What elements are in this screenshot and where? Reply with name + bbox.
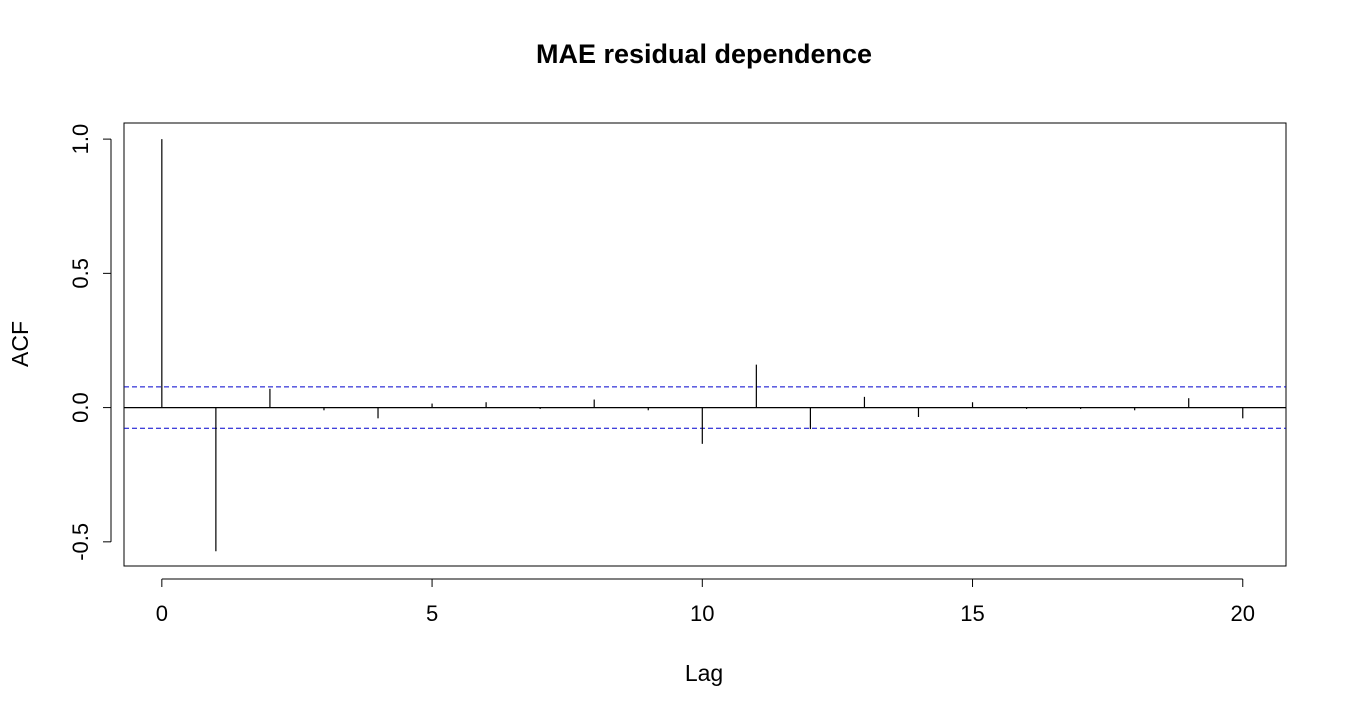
x-tick-label: 0 bbox=[156, 601, 168, 626]
plot-frame bbox=[123, 122, 1287, 567]
x-tick-label: 20 bbox=[1231, 601, 1255, 626]
x-axis-label: Lag bbox=[685, 660, 723, 686]
y-axis-label: ACF bbox=[7, 321, 33, 367]
y-tick-label: -0.5 bbox=[68, 523, 93, 561]
y-tick-label: 1.0 bbox=[68, 124, 93, 155]
chart-title: MAE residual dependence bbox=[536, 39, 872, 69]
y-tick-label: 0.5 bbox=[68, 258, 93, 289]
y-tick-label: 0.0 bbox=[68, 392, 93, 423]
x-tick-label: 5 bbox=[426, 601, 438, 626]
x-tick-label: 10 bbox=[690, 601, 714, 626]
x-tick-label: 15 bbox=[960, 601, 984, 626]
